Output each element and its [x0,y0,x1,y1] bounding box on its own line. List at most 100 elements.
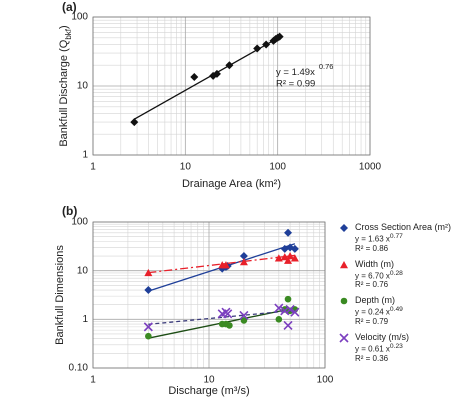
marker-triangle [286,252,295,260]
plot-frame [92,221,326,369]
legend-name: Cross Section Area (m²) [355,222,452,232]
legend-swatch [339,333,349,343]
trend-line [148,309,295,325]
marker-triangle [274,254,283,262]
legend-swatch [340,224,348,232]
legend-equation: y = 0.24 x0.49 [355,306,403,317]
marker-x [283,320,293,330]
marker-diamond [253,44,262,53]
legend-text: Cross Section Area (m²) y = 1.63 x0.77 R² … [355,222,451,253]
legend-equation: y = 1.63 x0.77 [355,233,451,244]
y-axis-label-part: ) [58,25,70,29]
legend-text: Depth (m) y = 0.24 x0.49 R² = 0.79 [355,295,403,326]
legend-name: Velocity (m/s) [355,331,410,342]
legend-r-squared: R² = 0.79 [355,316,389,326]
equation-exponent: 0.49 [389,306,403,314]
legend-entry: Width (m) y = 6.70 x0.28 R² = 0.76 [338,259,470,290]
marker-x [285,304,295,314]
marker-triangle [284,256,293,264]
marker-diamond [239,252,248,261]
equation-base: y = 6.70 x [355,271,390,281]
marker-diamond [262,40,271,49]
x-tick-label: 10 [180,162,192,173]
y-axis-label-part: Bankfull Dimensions [54,245,66,345]
y-tick-label: 10 [77,265,89,276]
equation-exponent: 0.28 [389,269,403,277]
equation: y = 1.49x 0.76 [276,62,333,78]
legend-swatch [340,298,348,305]
legend-r-squared: R² = 0.76 [355,280,389,290]
y-tick-label: 100 [71,12,88,23]
x-axis-label: Drainage Area (km²) [182,178,281,190]
marker-x [239,310,249,321]
x-tick-label: 1 [90,162,96,173]
marker-x [274,303,284,313]
equation-base: y = 0.24 x [355,307,390,317]
r-squared: R² = 0.99 [276,79,315,90]
x-tick-label: 1000 [359,162,382,173]
legend-entry: Depth (m) y = 0.24 x0.49 R² = 0.79 [338,295,470,326]
legend-r-squared: R² = 0.86 [355,243,389,253]
legend-equation: y = 6.70 x0.28 [355,270,403,281]
y-axis-label-part: bkf [64,28,73,39]
y-tick-label: 1 [82,150,88,161]
x-tick-label: 1 [90,375,96,386]
marker-diamond [144,286,153,295]
legend-swatch [340,260,348,268]
marker-circle [226,322,233,329]
panel-label: (a) [62,0,77,14]
x-tick-label: 100 [317,375,334,386]
marker-diamond [340,224,348,232]
legend-entry: Velocity (m/s) y = 0.61 x0.23 R² = 0.36 [338,332,470,363]
legend-r-squared: R² = 0.36 [355,353,389,363]
marker-x [339,333,349,343]
legend: Cross Section Area (m²) y = 1.63 x0.77 R² … [338,222,470,369]
equation-base: y = 1.49x [276,67,315,78]
marker-x [290,307,300,317]
panel-label: (b) [62,204,77,218]
marker-diamond [225,61,234,70]
marker-circle [284,295,292,303]
marker-diamond [284,228,293,237]
legend-name: Depth (m) [355,295,396,306]
legend-entry: Cross Section Area (m²) y = 1.63 x0.77 R² … [338,222,470,253]
x-tick-label: 100 [269,162,286,173]
y-tick-label: 100 [71,217,88,228]
marker-x [223,309,233,319]
marker-circle [240,317,248,324]
y-tick-label: 1 [82,314,88,325]
y-axis-label-part: Bankfull Discharge (Q [58,39,70,146]
legend-text: Width (m) y = 6.70 x0.28 R² = 0.76 [355,259,403,290]
marker-triangle [340,260,348,268]
marker-triangle [144,268,153,277]
marker-x [280,306,290,316]
x-tick-label: 10 [203,375,215,386]
marker-triangle [221,261,230,269]
marker-circle [275,316,283,323]
marker-diamond [190,73,199,82]
y-tick-label: 10 [77,81,89,92]
marker-diamond [275,32,284,41]
equation-exponent: 0.23 [389,342,403,350]
x-axis-label: Discharge (m³/s) [168,385,249,397]
equation-exponent: 0.77 [389,233,403,240]
legend-name: Width (m) [355,258,394,269]
marker-diamond [290,244,299,253]
equation-base: y = 1.63 x [355,234,390,244]
marker-diamond [212,69,221,78]
marker-diamond [130,118,139,127]
legend-text: Velocity (m/s) y = 0.61 x0.23 R² = 0.36 [355,332,409,363]
marker-triangle [239,258,248,266]
plot-frame [92,16,371,156]
marker-circle [145,332,152,340]
marker-triangle [290,254,299,262]
y-axis-label: Bankfull Discharge (Qbkf) [58,25,73,146]
y-axis-label: Bankfull Dimensions [54,245,66,345]
marker-circle [340,298,348,305]
y-tick-label: 0.10 [69,363,89,374]
equation-base: y = 0.61 x [355,344,390,354]
legend-equation: y = 0.61 x0.23 [355,343,409,354]
equation-exponent: 0.76 [319,62,334,71]
